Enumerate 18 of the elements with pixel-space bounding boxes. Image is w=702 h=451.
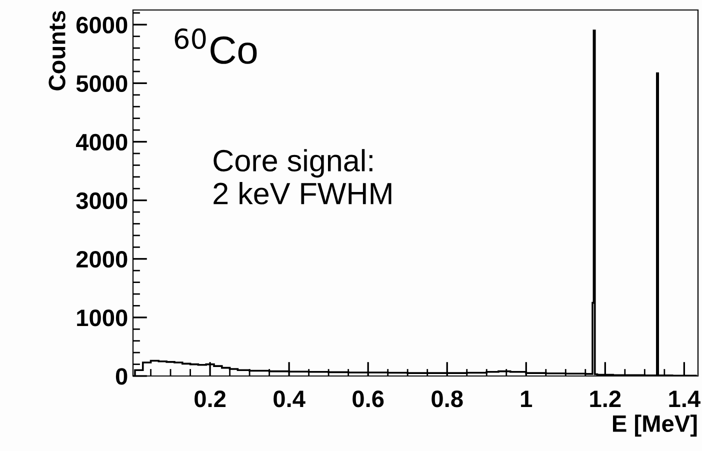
x-tick-label: 1.4 bbox=[669, 390, 700, 407]
y-tick-label: 2000 bbox=[76, 250, 128, 268]
y-tick-label: 6000 bbox=[76, 16, 128, 34]
y-tick-label: 3000 bbox=[76, 192, 128, 210]
annotation: Core signal: 2 keV FWHM bbox=[214, 149, 392, 204]
y-tick-label: 4000 bbox=[76, 134, 128, 151]
x-tick-label: 0.4 bbox=[274, 390, 306, 408]
y-tick-label: 5000 bbox=[76, 75, 128, 92]
x-tick-label: 1.2 bbox=[590, 390, 621, 407]
x-tick-label: 0.8 bbox=[432, 390, 463, 408]
y-tick-label: 0 bbox=[116, 368, 128, 385]
x-axis-title: E [MeV] bbox=[613, 414, 697, 437]
x-tick-label: 0.2 bbox=[194, 390, 226, 408]
x-tick-label: 1 bbox=[521, 390, 532, 407]
y-tick-label: 1000 bbox=[77, 310, 128, 326]
annotation: $^{60}$Co bbox=[174, 28, 257, 64]
x-tick-label: 0.6 bbox=[352, 390, 384, 408]
y-axis-title: Counts bbox=[48, 10, 66, 90]
